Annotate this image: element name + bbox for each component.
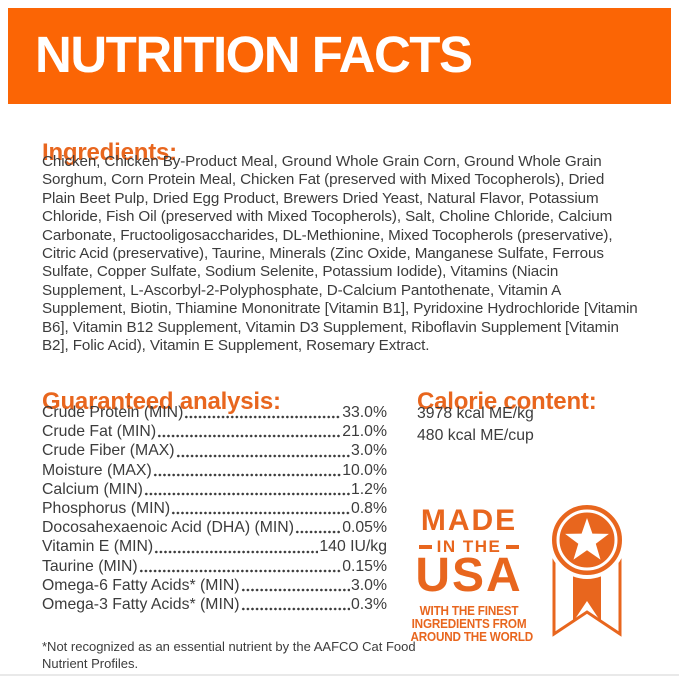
analysis-label: Vitamin E (MIN) bbox=[42, 538, 154, 556]
analysis-label: Moisture (MAX) bbox=[42, 461, 152, 479]
analysis-label: Crude Fat (MIN) bbox=[42, 423, 157, 441]
dot-leader bbox=[175, 453, 350, 458]
analysis-value: 3.0% bbox=[350, 442, 387, 460]
analysis-value: 0.15% bbox=[342, 557, 387, 575]
dash-left-icon bbox=[418, 544, 432, 549]
analysis-row: Crude Fiber (MAX) 3.0% bbox=[42, 441, 387, 460]
guaranteed-analysis-heading: Guaranteed analysis: bbox=[42, 387, 281, 415]
dot-leader bbox=[154, 549, 319, 554]
analysis-label: Phosphorus (MIN) bbox=[42, 500, 171, 518]
medal-star-ribbon-icon bbox=[548, 501, 626, 637]
made-in-usa-text: MADE IN THE USA WITH THE FINEST INGREDIE… bbox=[404, 504, 534, 645]
analysis-label: Omega-6 Fatty Acids* (MIN) bbox=[42, 576, 240, 594]
made-line: MADE bbox=[420, 504, 518, 537]
analysis-value: 21.0% bbox=[342, 423, 387, 441]
tagline-line: AROUND THE WORLD bbox=[410, 629, 534, 645]
analysis-row: Taurine (MIN) 0.15% bbox=[42, 557, 387, 576]
analysis-row: Omega-6 Fatty Acids* (MIN) 3.0% bbox=[42, 576, 387, 595]
in-the-line: IN THE bbox=[404, 538, 534, 555]
calorie-content-values: 3978 kcal ME/kg 480 kcal ME/cup bbox=[417, 403, 534, 447]
dot-leader bbox=[184, 415, 342, 420]
analysis-value: 0.05% bbox=[342, 519, 387, 537]
analysis-label: Docosahexaenoic Acid (DHA) (MIN) bbox=[42, 519, 294, 537]
analysis-value: 3.0% bbox=[350, 576, 387, 594]
analysis-label: Omega-3 Fatty Acids* (MIN) bbox=[42, 596, 240, 614]
analysis-row: Phosphorus (MIN) 0.8% bbox=[42, 499, 387, 518]
dot-leader bbox=[157, 434, 342, 439]
analysis-row: Crude Protein (MIN) 33.0% bbox=[42, 403, 387, 422]
analysis-row: Moisture (MAX) 10.0% bbox=[42, 461, 387, 480]
calorie-cup-value: 480 kcal ME/cup bbox=[417, 427, 534, 444]
tagline-line: WITH THE FINEST bbox=[419, 603, 519, 618]
analysis-label: Crude Fiber (MAX) bbox=[42, 442, 175, 460]
usa-tagline: WITH THE FINEST INGREDIENTS FROM AROUND … bbox=[410, 603, 534, 645]
dot-leader bbox=[240, 607, 350, 612]
ingredients-text: Chicken, Chicken By-Product Meal, Ground… bbox=[42, 153, 638, 355]
analysis-row: Omega-3 Fatty Acids* (MIN) 0.3% bbox=[42, 595, 387, 614]
tagline-line: INGREDIENTS FROM bbox=[411, 616, 527, 632]
analysis-label: Crude Protein (MIN) bbox=[42, 404, 184, 421]
dot-leader bbox=[143, 492, 350, 497]
header-banner: NUTRITION FACTS bbox=[8, 8, 671, 104]
guaranteed-analysis-table: Crude Protein (MIN) 33.0% Crude Fat (MIN)… bbox=[42, 403, 387, 614]
dot-leader bbox=[152, 472, 342, 477]
analysis-value: 0.8% bbox=[350, 500, 387, 518]
dash-right-icon bbox=[506, 544, 520, 549]
analysis-value: 0.3% bbox=[350, 596, 387, 614]
ingredients-heading: Ingredients: bbox=[42, 138, 177, 166]
usa-line: USA bbox=[415, 549, 523, 602]
in-the-label: IN THE bbox=[436, 537, 502, 556]
calorie-content-heading: Calorie content: bbox=[417, 387, 597, 415]
analysis-value: 140 IU/kg bbox=[319, 538, 387, 556]
bottom-edge-divider bbox=[0, 674, 679, 676]
analysis-value: 33.0% bbox=[342, 404, 387, 421]
analysis-row: Crude Fat (MIN) 21.0% bbox=[42, 422, 387, 441]
analysis-row: Calcium (MIN) 1.2% bbox=[42, 480, 387, 499]
analysis-row: Vitamin E (MIN) 140 IU/kg bbox=[42, 537, 387, 556]
analysis-row: Docosahexaenoic Acid (DHA) (MIN) 0.05% bbox=[42, 518, 387, 537]
dot-leader bbox=[138, 568, 342, 573]
dot-leader bbox=[240, 588, 350, 593]
analysis-label: Taurine (MIN) bbox=[42, 557, 138, 575]
calorie-kg-value: 3978 kcal ME/kg bbox=[417, 405, 534, 422]
analysis-value: 1.2% bbox=[350, 480, 387, 498]
footnote-text: *Not recognized as an essential nutrient… bbox=[42, 639, 416, 671]
analysis-label: Calcium (MIN) bbox=[42, 480, 143, 498]
page-title: NUTRITION FACTS bbox=[35, 26, 473, 83]
analysis-value: 10.0% bbox=[342, 461, 387, 479]
dot-leader bbox=[171, 511, 350, 516]
dot-leader bbox=[294, 530, 342, 535]
